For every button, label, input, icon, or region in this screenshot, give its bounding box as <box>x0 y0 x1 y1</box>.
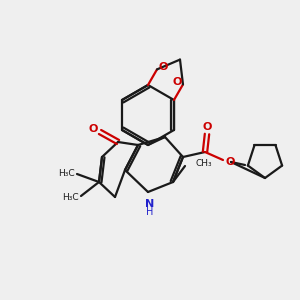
Text: O: O <box>225 157 235 167</box>
Text: H₃C: H₃C <box>58 169 74 178</box>
Text: N: N <box>146 199 154 209</box>
Text: CH₃: CH₃ <box>195 160 211 169</box>
Text: O: O <box>202 122 212 132</box>
Text: H: H <box>146 207 154 217</box>
Text: H₃C: H₃C <box>62 194 78 202</box>
Text: O: O <box>172 77 182 87</box>
Text: O: O <box>88 124 98 134</box>
Text: O: O <box>158 62 168 72</box>
